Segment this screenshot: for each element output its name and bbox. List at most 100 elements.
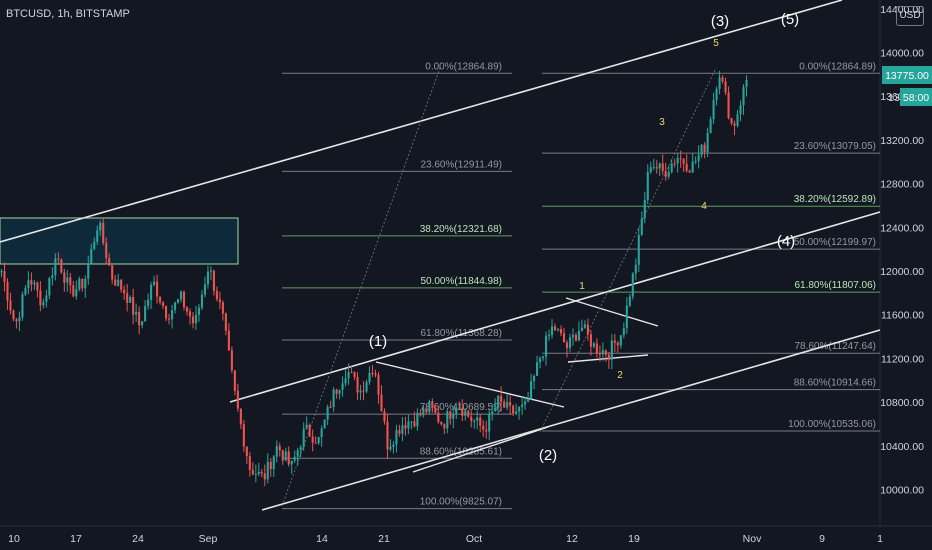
- candle-body: [434, 407, 437, 413]
- candle-body: [595, 343, 598, 354]
- wave-label-minor: 4: [701, 201, 707, 212]
- candle-body: [634, 264, 637, 274]
- candle-body: [476, 417, 479, 421]
- candle-body: [350, 372, 353, 374]
- candle-body: [574, 334, 578, 341]
- candle-body: [165, 305, 168, 319]
- candle-body: [57, 258, 60, 260]
- candle-body: [69, 277, 72, 286]
- candle-body: [685, 163, 688, 171]
- fib-diagonal-left: [281, 67, 441, 507]
- wave-label-minor: 3: [659, 117, 665, 128]
- candle-body: [209, 270, 212, 272]
- symbol-title[interactable]: BTCUSD, 1h, BITSTAMP: [6, 8, 130, 20]
- candle-body: [410, 421, 413, 423]
- candle-body: [688, 170, 691, 173]
- candle-body: [533, 375, 536, 382]
- candle-body: [236, 390, 239, 409]
- candle-body: [556, 329, 560, 331]
- candle-body: [592, 343, 595, 347]
- fib-retracement-left[interactable]: 0.00%(12864.89) 23.60%(12911.49) 38.20%(12…: [282, 61, 512, 510]
- candle-body: [691, 161, 694, 173]
- candle-body: [299, 447, 302, 451]
- candle-body: [679, 157, 682, 159]
- wave-label-major: (3): [711, 13, 729, 30]
- candle-body: [75, 289, 78, 297]
- candle-body: [60, 259, 63, 273]
- candle-body: [368, 372, 371, 383]
- last-price-value: 13775.00: [885, 70, 929, 82]
- candle-body: [742, 86, 745, 106]
- fib-level-label: 38.20%(12321.68): [420, 224, 502, 235]
- candle-body: [536, 362, 539, 376]
- candle-body: [700, 144, 703, 155]
- candle-body: [206, 271, 209, 285]
- candle-body: [329, 406, 332, 408]
- candle-body: [12, 310, 15, 320]
- candle-body: [278, 446, 281, 451]
- candle-body: [455, 407, 458, 415]
- candle-body: [565, 342, 569, 349]
- candle-body: [36, 282, 39, 291]
- candle-body: [135, 311, 138, 315]
- candle-body: [260, 471, 263, 474]
- candle-body: [568, 337, 572, 349]
- candle-body: [353, 372, 356, 377]
- candle-body: [655, 167, 658, 169]
- candle-body: [245, 446, 248, 457]
- candle-body: [242, 424, 245, 447]
- candle-body: [524, 401, 527, 405]
- candle-body: [48, 278, 51, 296]
- fib-level-label: 78.60%(11247.64): [794, 341, 876, 352]
- candle-body: [625, 305, 628, 329]
- candle-body: [126, 293, 129, 303]
- candle-body: [392, 444, 395, 447]
- candle-body: [637, 234, 640, 265]
- x-tick-label: 14: [316, 533, 328, 545]
- candle-body: [117, 279, 120, 286]
- candle-body: [45, 295, 48, 303]
- candle-body: [42, 302, 45, 306]
- candle-body: [616, 342, 619, 346]
- candle-body: [506, 402, 509, 408]
- candle-body: [129, 296, 132, 303]
- candle-body: [87, 263, 90, 279]
- wave-labels: (1) (2) (3) (4) (5) 1 2 3 4 5: [369, 11, 799, 464]
- x-tick-label: 12: [566, 533, 578, 545]
- candle-body: [491, 411, 494, 414]
- x-tick-label: 19: [628, 533, 640, 545]
- candle-body: [727, 92, 730, 119]
- candle-body: [362, 390, 365, 392]
- candle-body: [66, 277, 69, 283]
- fib-level-label: 38.20%(12592.89): [794, 194, 876, 205]
- candle-body: [3, 271, 6, 282]
- candle-body: [703, 144, 706, 153]
- currency-button[interactable]: USD: [896, 6, 924, 26]
- candle-body: [470, 416, 473, 421]
- candle-body: [257, 471, 260, 475]
- time-axis[interactable]: 10 17 24 Sep 14 21 Oct 12 19 Nov 9 1: [8, 533, 883, 545]
- candle-body: [601, 350, 604, 355]
- y-tick-label: 11600.00: [881, 310, 924, 322]
- candle-body: [494, 408, 497, 412]
- fib-level-label: 50.00%(11844.98): [420, 276, 502, 287]
- fib-level-label: 78.60%(10689.59): [420, 402, 502, 413]
- candle-body: [694, 161, 697, 163]
- candle-body: [500, 395, 503, 402]
- candle-body: [188, 311, 192, 317]
- candle-body: [185, 307, 189, 312]
- candle-body: [170, 310, 174, 320]
- fib-retracement-right[interactable]: 0.00%(12864.89) 23.60%(13079.05) 38.20%(12…: [542, 61, 880, 432]
- x-tick-label: 10: [8, 533, 20, 545]
- trend-lines[interactable]: [0, 0, 881, 511]
- candle-body: [132, 296, 135, 315]
- candle-body: [745, 79, 748, 87]
- candle-body: [212, 270, 215, 291]
- fib-level-label: 61.80%(11807.06): [794, 280, 876, 291]
- candle-body: [114, 279, 117, 286]
- candle-body: [389, 446, 392, 450]
- x-tick-label: 21: [378, 533, 390, 545]
- candle-body: [254, 474, 257, 476]
- supply-zone-box[interactable]: [0, 217, 239, 265]
